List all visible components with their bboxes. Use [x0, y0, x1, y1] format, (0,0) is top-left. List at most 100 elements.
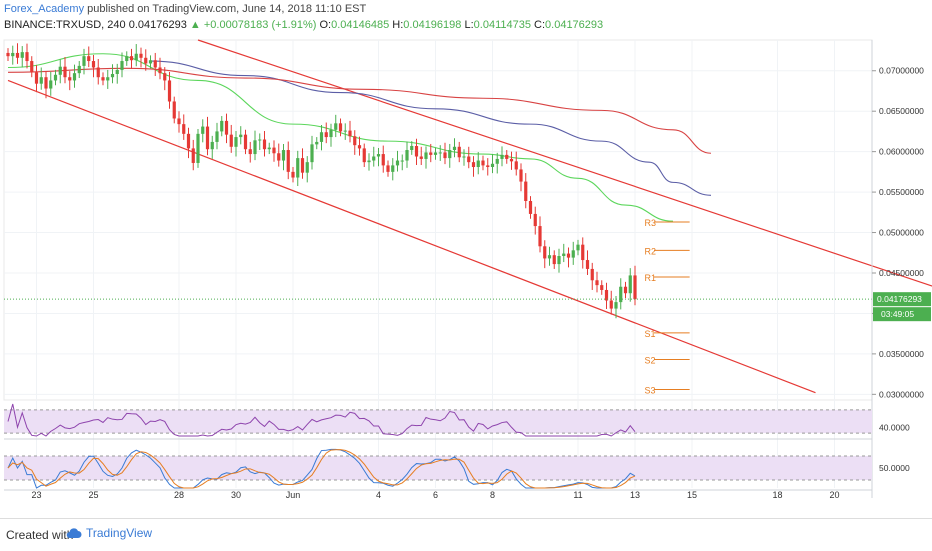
pivot-label-r2: R2	[645, 246, 657, 256]
time-tick-label: 8	[490, 490, 495, 500]
time-tick-label: 13	[630, 490, 640, 500]
candle-body	[243, 134, 248, 150]
candle-body	[391, 165, 395, 172]
price-tick-label: 0.04500000	[879, 268, 924, 278]
time-tick-label: 18	[772, 490, 782, 500]
cloud-icon	[66, 528, 82, 539]
price-tick-label: 0.05000000	[879, 228, 924, 238]
price-tick-label: 0.06500000	[879, 106, 924, 116]
candle-body	[348, 130, 352, 137]
candle-body	[623, 286, 628, 294]
low-value: 0.04114735	[473, 19, 531, 31]
candle-body	[210, 141, 214, 150]
candle-body	[329, 129, 333, 138]
candle-body	[63, 66, 67, 78]
publish-line: Forex_Academy published on TradingView.c…	[4, 3, 366, 15]
candle-body	[343, 130, 347, 132]
author-link[interactable]: Forex_Academy	[4, 3, 85, 15]
candle-body	[177, 118, 181, 125]
rsi-tick-label: 40.0000	[879, 422, 910, 432]
candle-body	[500, 154, 504, 159]
main-pane-frame	[3, 39, 873, 401]
time-tick-label: 20	[829, 490, 839, 500]
price-tick-label: 0.06000000	[879, 147, 924, 157]
time-tick-label: 25	[88, 490, 98, 500]
candle-body	[457, 146, 461, 158]
candle-body	[281, 150, 286, 161]
candle-body	[395, 160, 400, 166]
last-price-badge-text: 0.04176293	[877, 294, 922, 304]
candle-body	[315, 141, 319, 145]
candle-body	[215, 131, 219, 142]
candle-body	[144, 57, 148, 64]
time-tick-label: 23	[31, 490, 41, 500]
candle-body	[205, 126, 210, 150]
candle-body	[115, 69, 119, 74]
candle-body	[49, 80, 53, 89]
candle-body	[72, 73, 77, 81]
candle-body	[44, 77, 48, 89]
pivot-label-s3: S3	[645, 385, 656, 395]
candle-body	[571, 250, 575, 258]
tradingview-logo[interactable]: TradingView	[66, 526, 152, 540]
created-with-text: Created with	[6, 528, 74, 542]
candle-body	[30, 61, 34, 73]
candle-body	[224, 120, 229, 135]
candle-body	[614, 302, 618, 309]
candle-body	[576, 244, 580, 251]
candle-body	[120, 61, 124, 70]
candle-body	[462, 156, 466, 158]
price-label: 0.04176293	[128, 19, 187, 31]
open-value: 0.04146485	[331, 19, 390, 31]
candle-body	[239, 134, 243, 138]
candle-body	[101, 77, 105, 81]
time-axis: 23 25 28 30 Jun 4 6 8 11 13 15 18 20	[4, 489, 872, 500]
high-value: 0.04196198	[403, 19, 462, 31]
time-tick-label: 4	[376, 490, 381, 500]
candle-body	[581, 244, 585, 261]
candle-body	[148, 60, 153, 64]
candle-body	[34, 72, 39, 84]
price-chart[interactable]: R3 R2 R1 S1 S2 S3 0.07000000 0.06500000 0.06000…	[0, 36, 932, 518]
candle-body	[186, 133, 191, 149]
candle-body	[448, 150, 452, 159]
candle-body	[353, 136, 357, 146]
price-tick-label: 0.03000000	[879, 389, 924, 399]
time-tick-label: 6	[433, 490, 438, 500]
candle-body	[528, 200, 533, 214]
candle-body	[248, 149, 252, 155]
candle-body	[566, 253, 571, 258]
candle-body	[267, 147, 271, 150]
candle-body	[125, 56, 129, 62]
candle-body	[509, 158, 514, 162]
candle-body	[595, 280, 599, 286]
price-tick-label: 0.05500000	[879, 187, 924, 197]
candle-body	[110, 73, 115, 78]
candle-body	[367, 160, 371, 163]
open-label: O:	[319, 19, 332, 31]
candle-body	[405, 150, 409, 161]
candle-body	[547, 255, 552, 259]
candle-body	[495, 158, 499, 164]
candle-body	[172, 101, 176, 119]
ma-blue-line	[150, 60, 712, 196]
time-tick-label: 30	[231, 490, 241, 500]
candle-body	[82, 56, 86, 66]
candle-body	[357, 145, 362, 149]
candle-body	[291, 171, 295, 178]
candle-body	[20, 52, 24, 58]
candle-body	[490, 163, 495, 168]
candle-body	[300, 158, 305, 173]
candle-body	[562, 253, 566, 256]
last-price-badge	[873, 292, 931, 307]
rsi-line	[7, 403, 636, 437]
time-tick-label: 15	[687, 490, 697, 500]
high-label: H:	[392, 19, 404, 31]
candle-body	[619, 286, 623, 303]
stochastic-k-line	[7, 448, 636, 489]
candle-body	[163, 73, 167, 81]
ohlc-line: BINANCE:TRXUSD, 240 0.04176293 ▲ +0.0007…	[4, 19, 603, 31]
candle-body	[96, 67, 100, 78]
low-label: L:	[464, 19, 474, 31]
channel-lower-line	[7, 79, 816, 394]
